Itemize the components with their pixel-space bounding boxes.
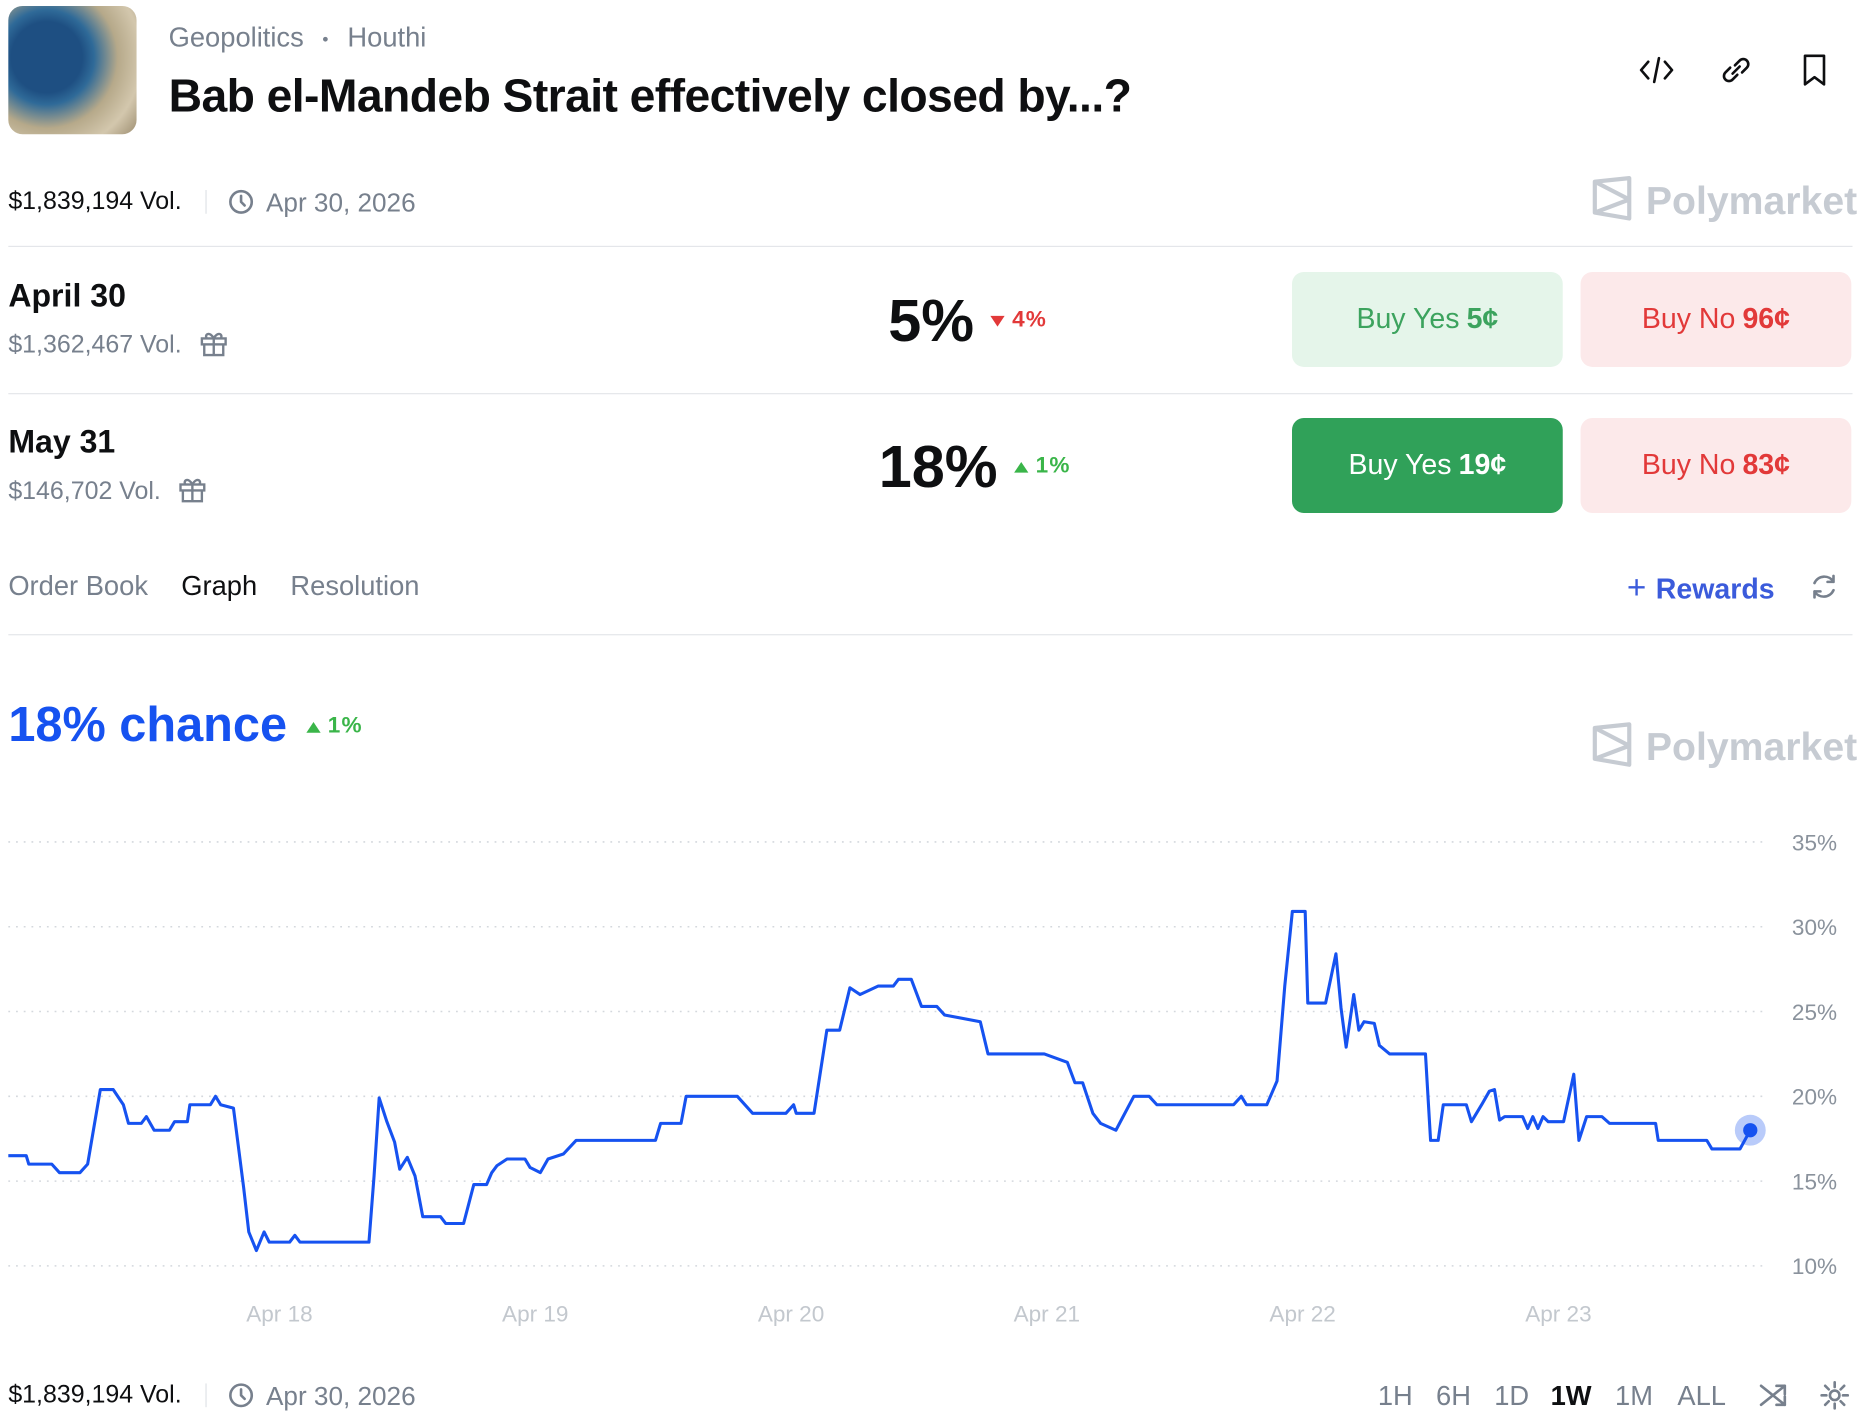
range-option[interactable]: 1D	[1494, 1379, 1530, 1411]
y-tick-label: 20%	[1792, 1085, 1837, 1110]
tab-bar: Order Book Graph Resolution	[8, 570, 452, 602]
yes-price: 5¢	[1466, 302, 1499, 335]
market-name: May 31	[8, 423, 116, 460]
y-tick-label: 25%	[1792, 1000, 1837, 1025]
footer-date: Apr 30, 2026	[266, 1381, 416, 1411]
end-date: Apr 30, 2026	[266, 187, 416, 218]
buy-yes-label: Buy Yes	[1348, 448, 1452, 481]
range-option[interactable]: 1W	[1550, 1379, 1592, 1411]
brand-name: Polymarket	[1645, 178, 1858, 223]
market-volume: $146,702 Vol.	[8, 474, 208, 506]
buy-no-button[interactable]: Buy No 96¢	[1580, 271, 1852, 367]
yes-price: 19¢	[1458, 448, 1507, 481]
thumbnail	[8, 5, 137, 135]
last-point	[1743, 1123, 1758, 1138]
x-tick-label: Apr 22	[1269, 1302, 1335, 1327]
range-option[interactable]: 1M	[1615, 1379, 1653, 1411]
separator-dot	[323, 36, 328, 42]
gift-icon	[200, 332, 227, 357]
total-volume: $1,839,194 Vol.	[8, 187, 182, 215]
price-line	[8, 909, 1752, 1253]
brand-logo	[1592, 176, 1632, 221]
divider	[205, 1383, 207, 1408]
embed-icon[interactable]	[1638, 51, 1676, 89]
divider	[8, 245, 1853, 247]
tab[interactable]: Graph	[181, 570, 258, 601]
brand-name: Polymarket	[1645, 724, 1858, 769]
clock-icon	[229, 189, 254, 214]
x-tick-label: Apr 21	[1014, 1302, 1080, 1327]
buy-yes-button[interactable]: Buy Yes 19¢	[1292, 418, 1563, 513]
price-chart: 10% 15% 20% 25% 30% 35% Apr 18 Apr 19 Apr 20 Apr …	[8, 830, 1837, 1327]
change-arrow	[1014, 462, 1029, 473]
buy-yes-button[interactable]: Buy Yes 5¢	[1292, 271, 1563, 367]
market-chance: 18%	[878, 433, 998, 500]
brand-logo	[1592, 722, 1632, 767]
brand-watermark: Polymarket	[1591, 176, 1857, 224]
change-value: 1%	[1035, 453, 1071, 479]
range-option[interactable]: 1H	[1377, 1379, 1413, 1411]
market-volume-text: $146,702 Vol.	[8, 477, 161, 505]
market-volume: $1,362,467 Vol.	[8, 328, 229, 360]
link-icon[interactable]	[1717, 51, 1755, 89]
buy-no-label: Buy No	[1641, 448, 1736, 481]
settings-icon[interactable]	[1818, 1379, 1851, 1412]
y-tick-label: 15%	[1792, 1169, 1837, 1194]
market-change: 1%	[1014, 454, 1070, 480]
category[interactable]: Geopolitics	[168, 21, 304, 53]
buy-no-button[interactable]: Buy No 83¢	[1580, 418, 1852, 513]
change-value: 1%	[327, 713, 363, 739]
x-tick-label: Apr 18	[246, 1302, 312, 1327]
change-arrow	[990, 316, 1005, 327]
market-chance-group: 18% 1%	[831, 432, 1070, 501]
shuffle-icon[interactable]	[1756, 1379, 1789, 1412]
tab[interactable]: Resolution	[290, 570, 420, 601]
x-tick-label: Apr 23	[1525, 1302, 1591, 1327]
clock-icon	[229, 1383, 254, 1408]
market-change: 4%	[990, 307, 1048, 334]
y-tick-label: 10%	[1792, 1254, 1837, 1279]
change-arrow	[306, 722, 321, 734]
x-tick-label: Apr 19	[502, 1302, 568, 1327]
buy-yes-label: Buy Yes	[1356, 302, 1460, 335]
tag[interactable]: Houthi	[347, 21, 427, 53]
market-chance: 5%	[888, 287, 975, 354]
market-title: Bab el-Mandeb Strait effectively closed …	[168, 71, 1132, 123]
chance-headline: 18% chance	[8, 697, 288, 752]
bookmark-icon[interactable]	[1796, 51, 1834, 89]
no-price: 83¢	[1742, 448, 1791, 481]
footer-volume: $1,839,194 Vol.	[8, 1381, 182, 1409]
x-tick-label: Apr 20	[758, 1302, 824, 1327]
divider	[8, 634, 1853, 636]
no-price: 96¢	[1742, 302, 1791, 335]
buy-no-label: Buy No	[1641, 302, 1736, 335]
y-tick-label: 35%	[1792, 830, 1837, 855]
divider	[205, 190, 207, 214]
market-name: April 30	[8, 277, 126, 314]
y-tick-label: 30%	[1792, 915, 1837, 940]
rewards-label: Rewards	[1655, 573, 1775, 606]
range-option[interactable]: 6H	[1436, 1379, 1471, 1411]
breadcrumb: Geopolitics Houthi	[169, 21, 427, 53]
change-value: 4%	[1012, 307, 1048, 333]
tab[interactable]: Order Book	[8, 570, 148, 601]
brand-watermark: Polymarket	[1591, 722, 1857, 770]
market-volume-text: $1,362,467 Vol.	[8, 331, 182, 359]
range-option[interactable]: ALL	[1677, 1379, 1726, 1411]
refresh-icon[interactable]	[1809, 571, 1840, 602]
headline-change: 1%	[306, 714, 362, 740]
rewards-button[interactable]: + Rewards	[1626, 568, 1775, 606]
divider	[8, 393, 1853, 395]
market-chance-group: 5% 4%	[831, 286, 1069, 355]
gift-icon	[179, 478, 206, 503]
